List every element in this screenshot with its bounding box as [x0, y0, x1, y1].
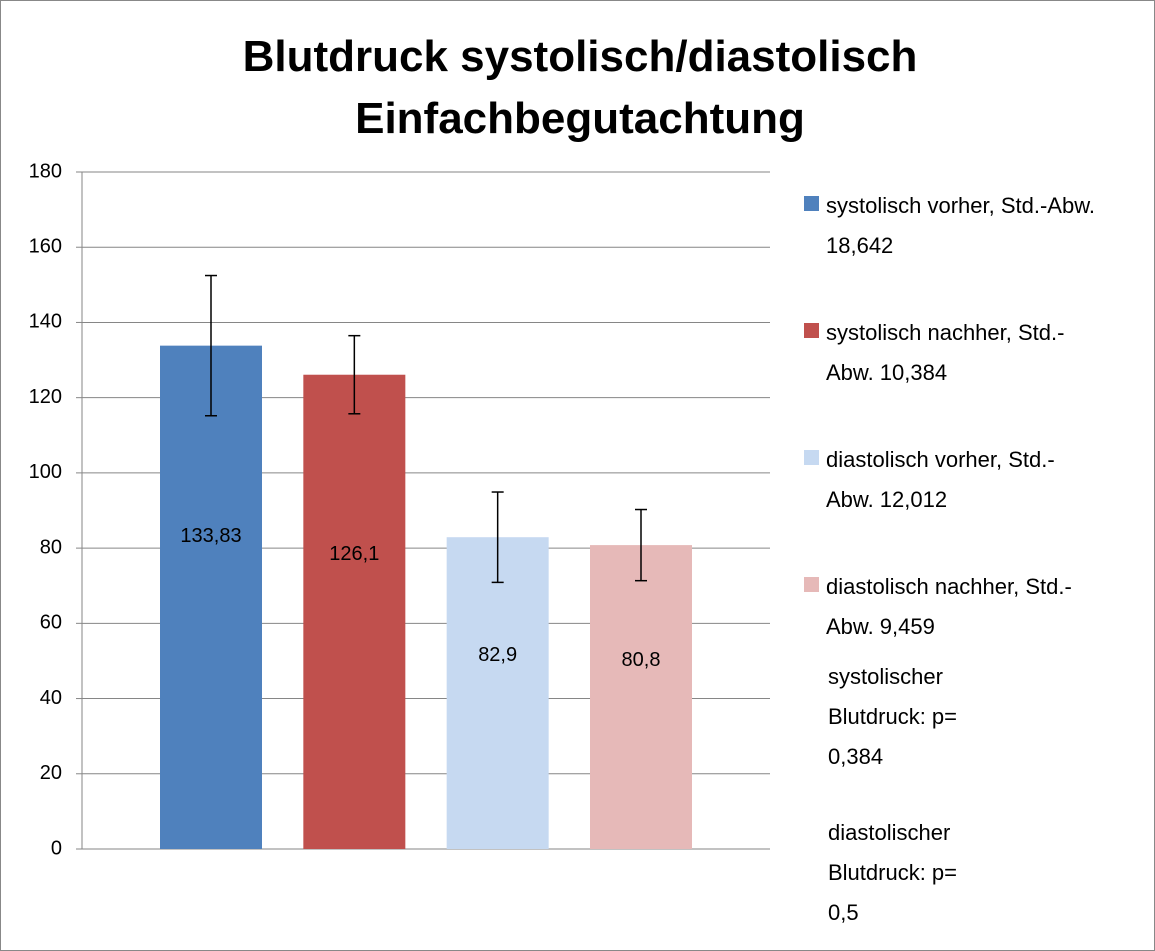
value-label: 82,9 — [478, 644, 517, 666]
y-tick-label: 120 — [29, 386, 62, 408]
legend-swatch — [804, 196, 819, 211]
error-bar — [205, 274, 217, 417]
legend-swatch — [804, 577, 819, 592]
legend-swatch — [804, 323, 819, 338]
legend-label: diastolisch vorher, Std.-Abw. 12,012 — [826, 447, 1055, 512]
bar — [590, 545, 692, 849]
y-tick-label: 100 — [29, 461, 62, 483]
bar — [446, 537, 549, 849]
y-tick-label: 20 — [40, 762, 62, 784]
y-tick-label: 160 — [29, 236, 62, 258]
annotation: diastolischer Blutdruck: p= 0,5 — [828, 820, 958, 925]
error-bar — [635, 508, 647, 582]
error-bar — [491, 491, 504, 584]
legend-label: diastolisch nachher, Std.-Abw. 9,459 — [826, 574, 1072, 639]
y-tick-label: 40 — [40, 687, 62, 709]
bar — [303, 374, 406, 849]
legend-label: systolisch nachher, Std.-Abw. 10,384 — [826, 320, 1065, 385]
bar — [160, 345, 262, 849]
y-tick-label: 140 — [29, 311, 62, 333]
chart-title: Blutdruck systolisch/diastolisch Einfach… — [242, 32, 918, 143]
y-tick-label: 80 — [40, 536, 62, 558]
legend-swatch — [804, 450, 819, 465]
legend-label: systolisch vorher, Std.-Abw. 18,642 — [826, 193, 1095, 258]
y-tick-label: 180 — [29, 160, 62, 182]
annotation: systolischer Blutdruck: p= 0,384 — [828, 664, 958, 769]
error-bar — [348, 334, 361, 415]
value-label: 133,83 — [180, 525, 241, 547]
y-tick-label: 60 — [40, 612, 62, 634]
value-label: 126,1 — [329, 543, 379, 565]
value-label: 80,8 — [622, 649, 661, 671]
y-tick-label: 0 — [51, 837, 62, 859]
